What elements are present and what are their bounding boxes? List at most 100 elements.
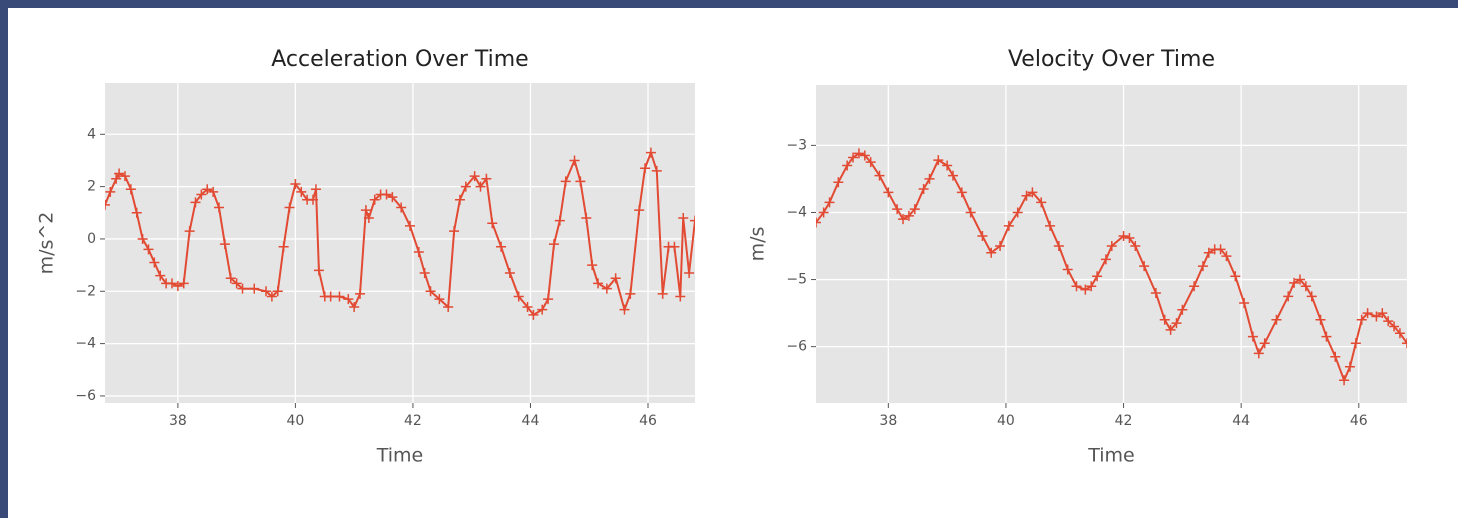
- point-marker: [1389, 321, 1400, 332]
- point-marker: [1159, 314, 1170, 325]
- point-marker: [942, 160, 953, 171]
- point-marker: [1130, 241, 1141, 252]
- point-marker: [1362, 308, 1373, 319]
- point-marker: [522, 301, 533, 312]
- point-marker: [581, 213, 592, 224]
- point-marker: [678, 213, 689, 224]
- point-marker: [1150, 287, 1161, 298]
- point-marker: [404, 220, 415, 231]
- point-marker: [310, 184, 321, 195]
- point-marker: [1165, 324, 1176, 335]
- point-marker: [842, 160, 853, 171]
- point-marker: [131, 207, 142, 218]
- point-marker: [634, 205, 645, 216]
- chart-title: Acceleration Over Time: [271, 47, 528, 72]
- point-marker: [1197, 261, 1208, 272]
- point-marker: [1306, 291, 1317, 302]
- point-marker: [554, 215, 565, 226]
- point-marker: [548, 239, 559, 250]
- point-marker: [587, 260, 598, 271]
- point-marker: [1294, 274, 1305, 285]
- point-marker: [125, 184, 136, 195]
- point-marker: [1230, 271, 1241, 282]
- plot-area: [105, 83, 695, 403]
- point-marker: [1080, 284, 1091, 295]
- point-marker: [1394, 328, 1405, 339]
- point-marker: [1339, 375, 1350, 386]
- point-marker: [892, 204, 903, 215]
- point-marker: [986, 247, 997, 258]
- point-marker: [137, 233, 148, 244]
- point-marker: [1036, 197, 1047, 208]
- x-tick-label: 42: [404, 413, 422, 429]
- point-marker: [381, 189, 392, 200]
- y-axis-label: m/s^2: [36, 212, 58, 275]
- point-marker: [360, 205, 371, 216]
- point-marker: [1259, 338, 1270, 349]
- point-marker: [528, 309, 539, 320]
- point-marker: [933, 155, 944, 166]
- point-marker: [1171, 318, 1182, 329]
- point-marker: [569, 155, 580, 166]
- point-marker: [425, 286, 436, 297]
- point-marker: [610, 273, 621, 284]
- point-marker: [111, 173, 122, 184]
- point-marker: [261, 286, 272, 297]
- point-marker: [1377, 308, 1388, 319]
- point-marker: [1106, 241, 1117, 252]
- point-marker: [1086, 281, 1097, 292]
- x-tick-label: 46: [1350, 413, 1368, 429]
- point-marker: [1330, 351, 1341, 362]
- point-marker: [848, 152, 859, 163]
- point-marker: [363, 213, 374, 224]
- point-marker: [818, 207, 829, 218]
- point-marker: [105, 199, 110, 210]
- point-marker: [651, 165, 662, 176]
- point-marker: [625, 288, 636, 299]
- point-marker: [1124, 232, 1135, 243]
- point-marker: [313, 265, 324, 276]
- point-marker: [675, 291, 686, 302]
- y-tick-label: 0: [87, 231, 96, 247]
- point-marker: [1221, 251, 1232, 262]
- point-marker: [1283, 291, 1294, 302]
- point-marker: [469, 171, 480, 182]
- point-marker: [184, 226, 195, 237]
- point-marker: [481, 173, 492, 184]
- point-marker: [1139, 261, 1150, 272]
- point-marker: [1003, 220, 1014, 231]
- point-marker: [208, 186, 219, 197]
- point-marker: [865, 157, 876, 168]
- point-marker: [1071, 281, 1082, 292]
- point-marker: [443, 301, 454, 312]
- point-marker: [956, 187, 967, 198]
- y-axis-label: m/s: [747, 227, 769, 262]
- point-marker: [231, 278, 242, 289]
- point-marker: [1247, 331, 1258, 342]
- y-tick-label: 2: [87, 179, 96, 195]
- point-marker: [833, 177, 844, 188]
- point-marker: [640, 163, 651, 174]
- point-marker: [272, 286, 283, 297]
- point-marker: [1300, 281, 1311, 292]
- point-marker: [924, 173, 935, 184]
- point-marker: [172, 281, 183, 292]
- point-marker: [454, 194, 465, 205]
- point-marker: [853, 148, 864, 159]
- point-marker: [1203, 247, 1214, 258]
- point-marker: [1045, 220, 1056, 231]
- y-tick-label: −4: [75, 336, 96, 352]
- point-marker: [1012, 207, 1023, 218]
- point-marker: [475, 181, 486, 192]
- point-marker: [1021, 190, 1032, 201]
- point-marker: [369, 194, 380, 205]
- y-tick-label: 4: [87, 126, 96, 142]
- point-marker: [225, 273, 236, 284]
- y-tick-label: −4: [786, 204, 807, 220]
- point-marker: [149, 257, 160, 268]
- point-marker: [1289, 277, 1300, 288]
- point-marker: [1383, 316, 1394, 327]
- point-marker: [487, 218, 498, 229]
